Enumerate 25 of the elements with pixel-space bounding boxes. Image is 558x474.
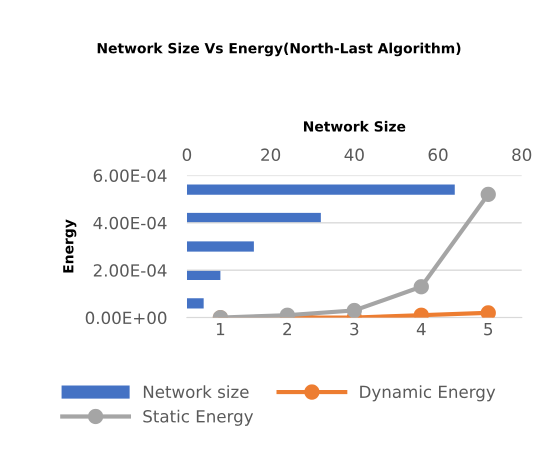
- x-tick-label: 40: [344, 148, 364, 162]
- legend-label: Network size: [144, 385, 249, 398]
- x-tick-label: 2: [283, 322, 292, 336]
- x-tick-label: 60: [428, 148, 448, 162]
- bar: [186, 298, 204, 308]
- y-tick-label: 2.00E-04: [94, 264, 167, 277]
- x-tick-label: 0: [182, 148, 192, 162]
- legend-label: Static Energy: [143, 410, 254, 426]
- legend-label: Dynamic Energy: [360, 385, 496, 402]
- point: [480, 186, 496, 202]
- x-tick-label: 20: [261, 148, 280, 162]
- y-axis-title: Energy: [63, 219, 76, 273]
- chart-title: Network Size Vs Energy(North-Last Algorithm): [98, 42, 460, 56]
- x-tick-label: 1: [216, 322, 224, 336]
- x-axis-title: Network Size: [304, 120, 406, 132]
- x-tick-label: 4: [416, 322, 426, 336]
- x-tick-label: 80: [512, 148, 532, 162]
- bar: [186, 184, 455, 195]
- y-tick-label: 6.00E-04: [94, 169, 167, 182]
- point: [480, 305, 496, 318]
- y-tick-label: 4.00E-04: [93, 216, 167, 230]
- bar: [186, 241, 254, 252]
- y-tick-label: 0.00E+00: [86, 312, 166, 324]
- x-tick-label: 5: [484, 322, 492, 336]
- x-tick-label: 3: [350, 322, 358, 336]
